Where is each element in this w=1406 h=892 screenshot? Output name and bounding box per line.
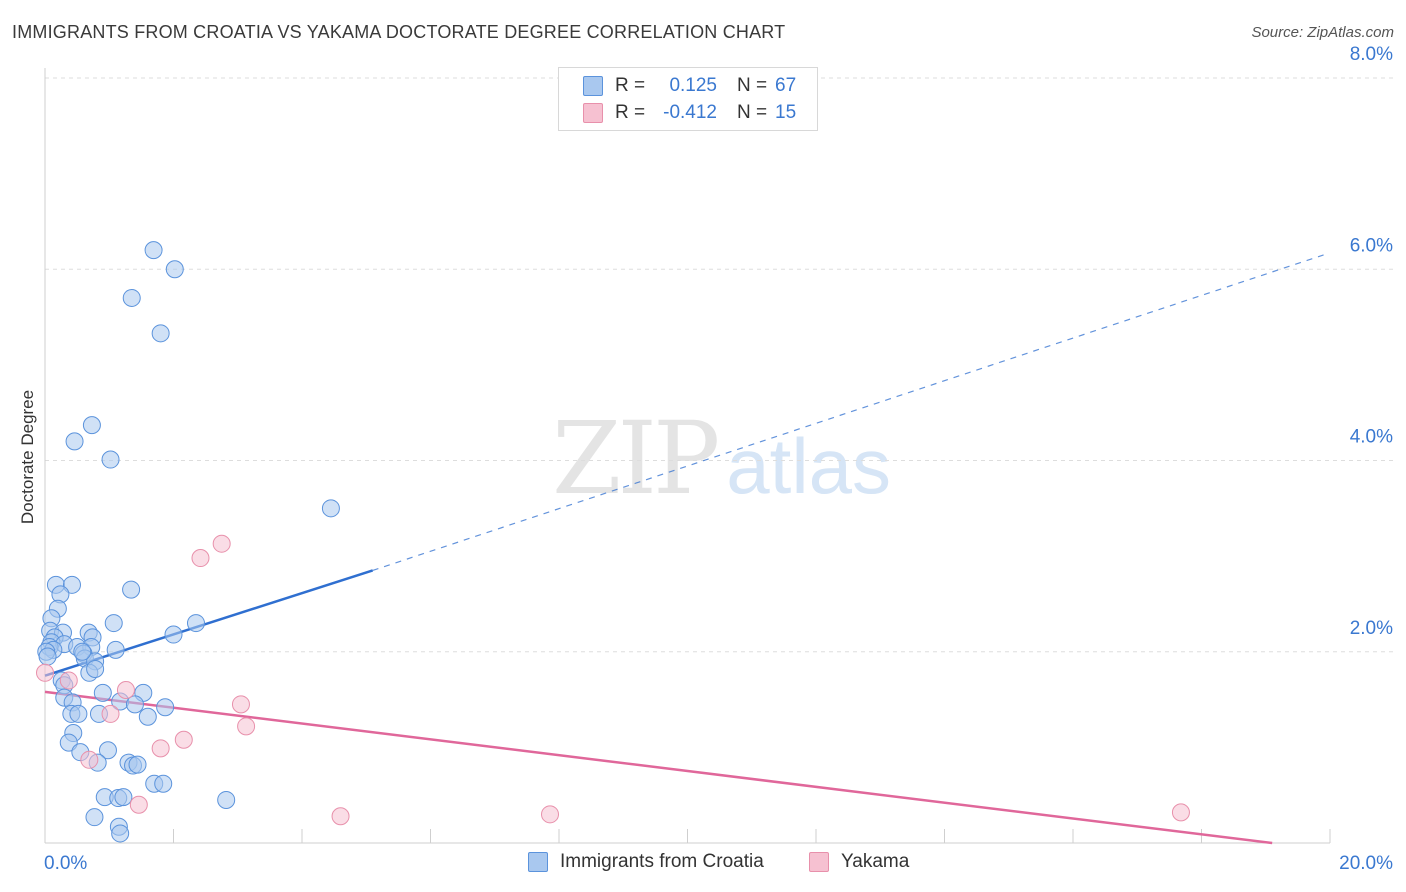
croatia-point — [186, 614, 205, 633]
yakama-point — [231, 695, 250, 714]
legend-label: Immigrants from Croatia — [560, 851, 764, 872]
croatia-point — [104, 614, 123, 633]
croatia-point — [38, 647, 57, 666]
stats-row-croatia: R = 0.125 N = 67 — [583, 73, 796, 99]
croatia-point — [156, 698, 175, 717]
croatia-point — [59, 733, 78, 752]
yakama-point — [101, 704, 120, 723]
yakama-point — [129, 795, 148, 814]
yakama-point — [237, 717, 256, 736]
gridlines — [45, 77, 1395, 653]
n-label: N = — [737, 102, 768, 123]
yakama-swatch — [583, 103, 603, 123]
croatia-point — [85, 808, 104, 827]
croatia-point — [73, 642, 92, 661]
axes — [44, 68, 1331, 844]
y-tick-label: 6.0% — [1350, 235, 1393, 256]
r-value: -0.412 — [663, 102, 717, 123]
yakama-point — [331, 807, 350, 826]
croatia-point — [86, 659, 105, 678]
croatia-swatch — [583, 76, 603, 96]
yakama-point — [212, 534, 231, 553]
yakama-point — [59, 671, 78, 690]
source-credit: Source: ZipAtlas.com — [1251, 24, 1394, 41]
croatia-point — [125, 695, 144, 714]
croatia-point — [165, 260, 184, 279]
croatia-point — [93, 683, 112, 702]
legend-item-croatia[interactable]: Immigrants from Croatia — [528, 851, 764, 873]
croatia-point — [106, 640, 125, 659]
yakama-point — [174, 730, 193, 749]
stats-legend: R = 0.125 N = 67 R = -0.412 N = 15 — [558, 67, 818, 131]
croatia-point — [321, 499, 340, 518]
data-points — [36, 241, 1190, 843]
yakama-point — [116, 681, 135, 699]
yakama-point — [1171, 803, 1190, 822]
y-tick-label: 4.0% — [1350, 427, 1393, 448]
croatia-point — [122, 288, 141, 307]
x-tick-label: 20.0% — [1339, 853, 1393, 874]
yakama-point — [36, 663, 54, 682]
yakama-point — [80, 750, 99, 769]
x-tick-label: 0.0% — [44, 853, 87, 874]
stats-row-yakama: R = -0.412 N = 15 — [583, 100, 796, 126]
croatia-point — [111, 824, 130, 843]
legend-label: Yakama — [841, 851, 910, 872]
croatia-point — [114, 788, 133, 807]
croatia-point — [128, 755, 147, 774]
croatia-point — [144, 241, 163, 260]
croatia-point — [151, 324, 170, 343]
y-tick-label: 2.0% — [1350, 618, 1393, 639]
n-value: 15 — [775, 102, 797, 123]
n-value: 67 — [775, 75, 797, 96]
yakama-swatch — [809, 852, 829, 872]
croatia-point — [69, 704, 88, 723]
r-label: R = — [615, 75, 646, 96]
series-legend: Immigrants from Croatia Yakama — [0, 851, 1406, 877]
chart-title: IMMIGRANTS FROM CROATIA VS YAKAMA DOCTOR… — [12, 22, 786, 42]
yakama-point — [541, 805, 560, 824]
croatia-point — [98, 741, 117, 760]
legend-item-yakama[interactable]: Yakama — [809, 851, 909, 873]
r-label: R = — [615, 102, 646, 123]
yakama-point — [151, 739, 170, 758]
croatia-point — [62, 575, 81, 594]
croatia-trend-extension — [372, 254, 1324, 572]
croatia-swatch — [528, 852, 548, 872]
y-tick-label: 8.0% — [1350, 44, 1393, 65]
yakama-point — [191, 549, 210, 568]
r-value: 0.125 — [669, 75, 717, 96]
croatia-point — [217, 790, 236, 809]
tick-labels: 2.0% 4.0% 6.0% 8.0% 0.0% 20.0% — [44, 44, 1393, 874]
croatia-point — [65, 432, 84, 451]
croatia-point — [82, 416, 101, 435]
croatia-point — [164, 625, 183, 644]
croatia-point — [154, 774, 173, 793]
croatia-point — [101, 450, 120, 469]
yakama-trend-line — [44, 690, 1273, 845]
croatia-point — [138, 707, 157, 726]
croatia-point — [122, 580, 141, 599]
trend-lines — [44, 254, 1324, 845]
n-label: N = — [737, 75, 768, 96]
